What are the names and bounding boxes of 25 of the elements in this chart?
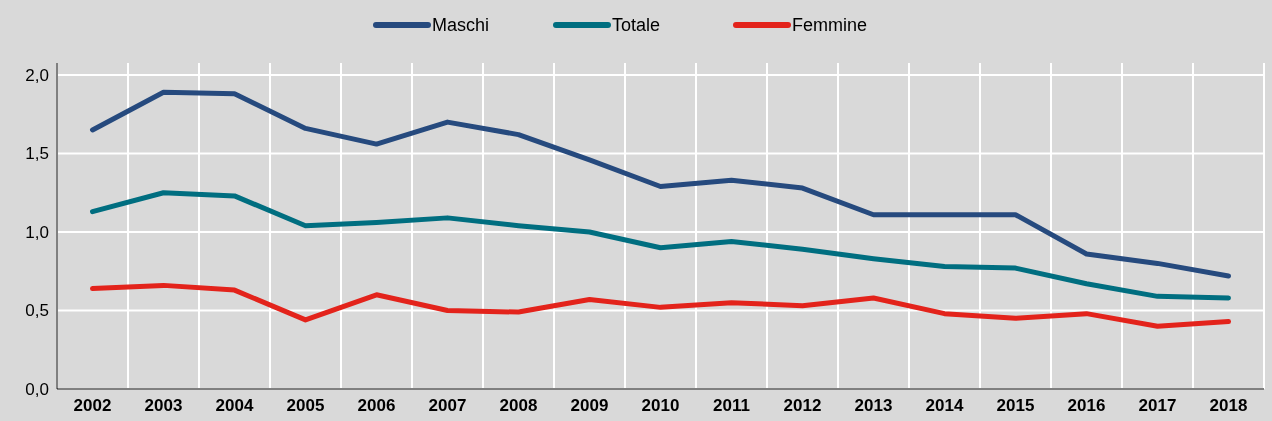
x-tick-label: 2005 (286, 396, 325, 415)
x-tick-label: 2011 (713, 396, 750, 415)
y-tick-label: 0,0 (25, 379, 49, 399)
x-tick-label: 2007 (428, 396, 467, 415)
legend-label: Totale (612, 15, 661, 36)
x-tick-label: 2014 (925, 396, 964, 415)
legend-label: Femmine (792, 15, 868, 36)
x-tick-label: 2018 (1209, 396, 1248, 415)
x-tick-label: 2016 (1067, 396, 1106, 415)
x-tick-label: 2006 (357, 396, 396, 415)
x-tick-label: 2017 (1138, 396, 1177, 415)
x-tick-label: 2002 (73, 396, 112, 415)
x-tick-label: 2012 (783, 396, 822, 415)
x-tick-label: 2013 (854, 396, 893, 415)
x-tick-label: 2008 (499, 396, 538, 415)
y-tick-label: 1,0 (25, 222, 49, 242)
legend-label: Maschi (432, 15, 490, 36)
y-tick-label: 1,5 (25, 144, 49, 164)
y-tick-label: 0,5 (25, 301, 49, 321)
x-tick-label: 2010 (641, 396, 680, 415)
x-tick-label: 2003 (144, 396, 183, 415)
x-tick-label: 2004 (215, 396, 254, 415)
y-tick-label: 2,0 (25, 65, 49, 85)
x-tick-label: 2009 (570, 396, 609, 415)
x-tick-label: 2015 (996, 396, 1035, 415)
